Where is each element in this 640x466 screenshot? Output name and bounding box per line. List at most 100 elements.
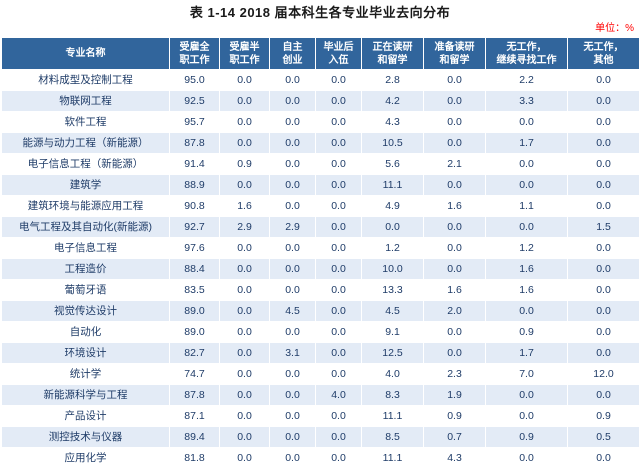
major-name-cell: 视觉传达设计 — [1, 300, 170, 322]
value-cell: 87.1 — [169, 405, 220, 427]
table-row: 视觉传达设计 89.0 0.0 4.5 0.0 4.5 2.0 0.0 0.0 — [1, 300, 640, 322]
value-cell: 0.0 — [315, 405, 362, 427]
value-cell: 0.0 — [219, 111, 270, 133]
value-cell: 4.0 — [315, 384, 362, 406]
value-cell: 9.1 — [361, 321, 424, 343]
value-cell: 0.0 — [315, 69, 362, 91]
table-row: 产品设计 87.1 0.0 0.0 0.0 11.1 0.9 0.0 0.9 — [1, 405, 640, 427]
major-name-cell: 建筑学 — [1, 174, 170, 196]
value-cell: 1.2 — [485, 237, 568, 259]
value-cell: 81.8 — [169, 447, 220, 466]
value-cell: 0.0 — [269, 111, 316, 133]
value-cell: 0.9 — [423, 405, 486, 427]
value-cell: 0.0 — [315, 153, 362, 175]
graduation-destination-table: 专业名称 受雇全 职工作 受雇半 职工作 自主 创业 毕业后 入伍 正在读研 和留学 准备读… — [1, 37, 640, 466]
value-cell: 0.0 — [423, 216, 486, 238]
value-cell: 0.0 — [269, 405, 316, 427]
value-cell: 0.0 — [423, 69, 486, 91]
value-cell: 4.9 — [361, 195, 424, 217]
value-cell: 92.7 — [169, 216, 220, 238]
major-name-cell: 环境设计 — [1, 342, 170, 364]
value-cell: 0.0 — [567, 132, 640, 154]
value-cell: 0.0 — [269, 321, 316, 343]
column-header: 无工作， 继续寻找工作 — [485, 37, 568, 70]
value-cell: 0.0 — [269, 363, 316, 385]
value-cell: 7.0 — [485, 363, 568, 385]
value-cell: 5.6 — [361, 153, 424, 175]
value-cell: 2.0 — [423, 300, 486, 322]
major-name-cell: 应用化学 — [1, 447, 170, 466]
value-cell: 83.5 — [169, 279, 220, 301]
value-cell: 0.0 — [567, 69, 640, 91]
value-cell: 0.0 — [315, 363, 362, 385]
value-cell: 87.8 — [169, 384, 220, 406]
value-cell: 0.0 — [423, 90, 486, 112]
value-cell: 0.0 — [315, 111, 362, 133]
value-cell: 89.0 — [169, 300, 220, 322]
value-cell: 0.0 — [423, 342, 486, 364]
value-cell: 90.8 — [169, 195, 220, 217]
major-name-cell: 葡萄牙语 — [1, 279, 170, 301]
value-cell: 1.9 — [423, 384, 486, 406]
value-cell: 0.0 — [423, 237, 486, 259]
value-cell: 0.0 — [567, 447, 640, 466]
value-cell: 0.0 — [567, 258, 640, 280]
value-cell: 0.0 — [315, 195, 362, 217]
value-cell: 0.0 — [315, 132, 362, 154]
major-name-cell: 统计学 — [1, 363, 170, 385]
value-cell: 2.8 — [361, 69, 424, 91]
column-header: 受雇全 职工作 — [169, 37, 220, 70]
value-cell: 0.0 — [567, 342, 640, 364]
value-cell: 4.5 — [361, 300, 424, 322]
value-cell: 89.4 — [169, 426, 220, 448]
value-cell: 1.6 — [219, 195, 270, 217]
major-name-cell: 测控技术与仪器 — [1, 426, 170, 448]
value-cell: 0.0 — [567, 174, 640, 196]
value-cell: 0.0 — [567, 90, 640, 112]
table-row: 能源与动力工程（新能源） 87.8 0.0 0.0 0.0 10.5 0.0 1.7 0.0 — [1, 132, 640, 154]
table-row: 建筑环境与能源应用工程 90.8 1.6 0.0 0.0 4.9 1.6 1.1 0.0 — [1, 195, 640, 217]
table-row: 工程造价 88.4 0.0 0.0 0.0 10.0 0.0 1.6 0.0 — [1, 258, 640, 280]
value-cell: 0.0 — [567, 321, 640, 343]
major-name-cell: 自动化 — [1, 321, 170, 343]
value-cell: 10.0 — [361, 258, 424, 280]
value-cell: 88.4 — [169, 258, 220, 280]
value-cell: 4.5 — [269, 300, 316, 322]
value-cell: 12.5 — [361, 342, 424, 364]
value-cell: 0.9 — [485, 321, 568, 343]
value-cell: 0.0 — [315, 258, 362, 280]
value-cell: 4.3 — [423, 447, 486, 466]
value-cell: 0.0 — [315, 174, 362, 196]
value-cell: 0.0 — [315, 216, 362, 238]
value-cell: 12.0 — [567, 363, 640, 385]
value-cell: 0.0 — [485, 153, 568, 175]
value-cell: 74.7 — [169, 363, 220, 385]
value-cell: 1.7 — [485, 342, 568, 364]
value-cell: 4.0 — [361, 363, 424, 385]
table-header: 专业名称 受雇全 职工作 受雇半 职工作 自主 创业 毕业后 入伍 正在读研 和留学 准备读… — [1, 37, 640, 70]
value-cell: 3.1 — [269, 342, 316, 364]
value-cell: 0.0 — [485, 405, 568, 427]
value-cell: 0.0 — [315, 279, 362, 301]
value-cell: 3.3 — [485, 90, 568, 112]
value-cell: 0.0 — [567, 153, 640, 175]
value-cell: 0.0 — [315, 90, 362, 112]
table-row: 建筑学 88.9 0.0 0.0 0.0 11.1 0.0 0.0 0.0 — [1, 174, 640, 196]
column-header: 自主 创业 — [269, 37, 316, 70]
value-cell: 0.0 — [219, 69, 270, 91]
table-title: 表 1-14 2018 届本科生各专业毕业去向分布 — [189, 5, 451, 20]
value-cell: 0.0 — [485, 216, 568, 238]
value-cell: 0.0 — [423, 111, 486, 133]
value-cell: 0.0 — [219, 300, 270, 322]
value-cell: 2.1 — [423, 153, 486, 175]
value-cell: 0.0 — [269, 384, 316, 406]
column-header: 毕业后 入伍 — [315, 37, 362, 70]
value-cell: 2.9 — [219, 216, 270, 238]
value-cell: 92.5 — [169, 90, 220, 112]
value-cell: 0.0 — [315, 447, 362, 466]
value-cell: 0.0 — [361, 216, 424, 238]
value-cell: 91.4 — [169, 153, 220, 175]
major-name-cell: 电子信息工程（新能源） — [1, 153, 170, 175]
value-cell: 4.2 — [361, 90, 424, 112]
